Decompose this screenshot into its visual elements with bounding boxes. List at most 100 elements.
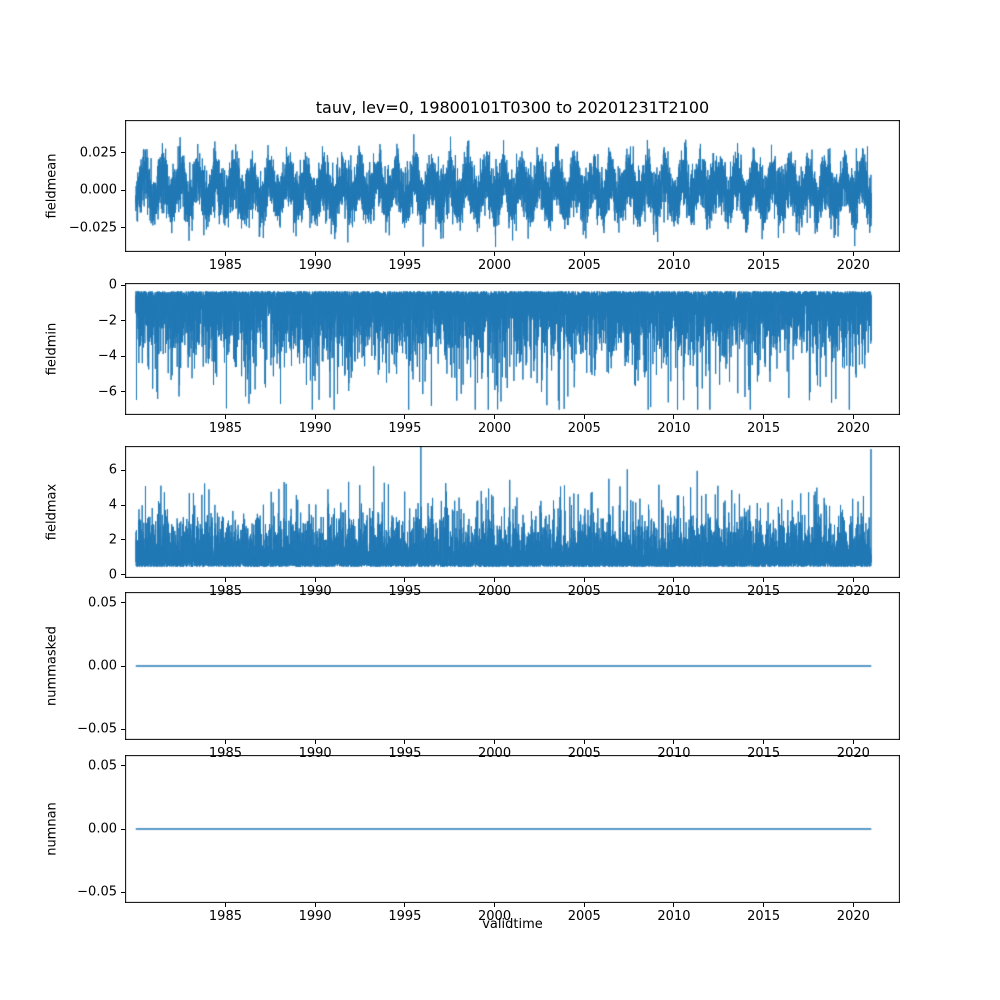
x-tick-mark [404, 252, 406, 256]
x-tick-mark [314, 578, 316, 582]
y-tick-label: 0.000 [79, 182, 117, 198]
y-tick-mark [121, 574, 125, 576]
y-tick-mark [121, 828, 125, 830]
x-tick-label: 2000 [478, 746, 512, 761]
x-tick-label: 1990 [298, 421, 332, 436]
x-tick-mark [673, 578, 675, 582]
y-tick-mark [121, 152, 125, 154]
x-tick-mark [314, 415, 316, 419]
x-tick-mark [852, 578, 854, 582]
x-tick-mark [404, 578, 406, 582]
y-tick-label: 0 [108, 277, 117, 293]
y-tick-label: 0.025 [79, 145, 117, 161]
subplot-numnan [125, 755, 900, 903]
x-tick-label: 2000 [478, 258, 512, 273]
y-tick-mark [121, 284, 125, 286]
x-tick-mark [763, 740, 765, 744]
y-tick-mark [121, 891, 125, 893]
y-tick-label: −0.025 [68, 220, 117, 236]
y-tick-mark [121, 602, 125, 604]
x-tick-label: 2010 [657, 421, 691, 436]
x-tick-mark [494, 578, 496, 582]
y-tick-mark [121, 355, 125, 357]
x-tick-mark [494, 903, 496, 907]
y-tick-mark [121, 391, 125, 393]
y-tick-label: −0.05 [77, 884, 117, 900]
x-tick-label: 2020 [836, 746, 870, 761]
y-tick-mark [121, 227, 125, 229]
y-tick-label: −0.05 [77, 721, 117, 737]
x-tick-mark [673, 903, 675, 907]
subplot-fieldmax [125, 446, 900, 578]
x-tick-mark [224, 740, 226, 744]
fieldmin-line-canvas [125, 283, 900, 415]
x-tick-mark [224, 903, 226, 907]
x-tick-label: 2005 [567, 258, 601, 273]
x-tick-label: 2010 [657, 909, 691, 924]
x-tick-label: 1995 [388, 421, 422, 436]
x-tick-mark [583, 903, 585, 907]
x-tick-mark [673, 252, 675, 256]
y-tick-label: −6 [97, 384, 117, 400]
y-tick-label: 6 [108, 462, 117, 478]
y-tick-mark [121, 728, 125, 730]
x-tick-mark [852, 252, 854, 256]
x-tick-mark [763, 578, 765, 582]
y-tick-label: 2 [108, 532, 117, 548]
x-tick-label: 2005 [567, 421, 601, 436]
x-tick-mark [673, 740, 675, 744]
numnan-line-canvas [125, 755, 900, 903]
y-tick-label: −4 [97, 348, 117, 364]
y-tick-label: 0 [108, 567, 117, 583]
x-tick-label: 2005 [567, 909, 601, 924]
subplot-fieldmin [125, 283, 900, 415]
x-tick-label: 1990 [298, 584, 332, 599]
x-tick-label: 2015 [747, 746, 781, 761]
x-tick-label: 1995 [388, 258, 422, 273]
x-tick-label: 1995 [388, 746, 422, 761]
x-tick-mark [673, 415, 675, 419]
x-tick-mark [852, 903, 854, 907]
subplot-nummasked [125, 592, 900, 740]
y-tick-mark [121, 189, 125, 191]
x-tick-mark [314, 903, 316, 907]
x-tick-label: 2015 [747, 909, 781, 924]
x-tick-label: 2010 [657, 746, 691, 761]
y-tick-mark [121, 504, 125, 506]
x-tick-label: 2000 [478, 584, 512, 599]
x-tick-mark [314, 740, 316, 744]
x-tick-mark [494, 740, 496, 744]
fieldmean-line-canvas [125, 120, 900, 252]
y-tick-label: 0.05 [88, 595, 117, 611]
x-tick-label: 1990 [298, 258, 332, 273]
x-tick-label: 2000 [478, 909, 512, 924]
x-tick-mark [583, 740, 585, 744]
x-tick-label: 1995 [388, 584, 422, 599]
x-tick-mark [583, 415, 585, 419]
x-tick-label: 1990 [298, 746, 332, 761]
x-tick-mark [404, 740, 406, 744]
nummasked-line-canvas [125, 592, 900, 740]
x-tick-label: 2020 [836, 584, 870, 599]
x-tick-mark [852, 415, 854, 419]
y-tick-label: 0.00 [88, 821, 117, 837]
x-tick-mark [224, 252, 226, 256]
x-tick-label: 1985 [208, 746, 242, 761]
y-tick-label: 4 [108, 497, 117, 513]
x-tick-mark [404, 903, 406, 907]
x-tick-mark [224, 415, 226, 419]
y-tick-mark [121, 469, 125, 471]
x-tick-label: 2015 [747, 258, 781, 273]
x-axis-label: validtime [482, 917, 543, 932]
y-tick-mark [121, 320, 125, 322]
y-tick-mark [121, 539, 125, 541]
y-tick-label: 0.00 [88, 658, 117, 674]
x-tick-mark [224, 578, 226, 582]
y-tick-label: −2 [97, 313, 117, 329]
fieldmax-line-canvas [125, 446, 900, 578]
x-tick-label: 2005 [567, 746, 601, 761]
x-tick-label: 2005 [567, 584, 601, 599]
x-tick-label: 2020 [836, 258, 870, 273]
chart-title: tauv, lev=0, 19800101T0300 to 20201231T2… [315, 98, 710, 117]
